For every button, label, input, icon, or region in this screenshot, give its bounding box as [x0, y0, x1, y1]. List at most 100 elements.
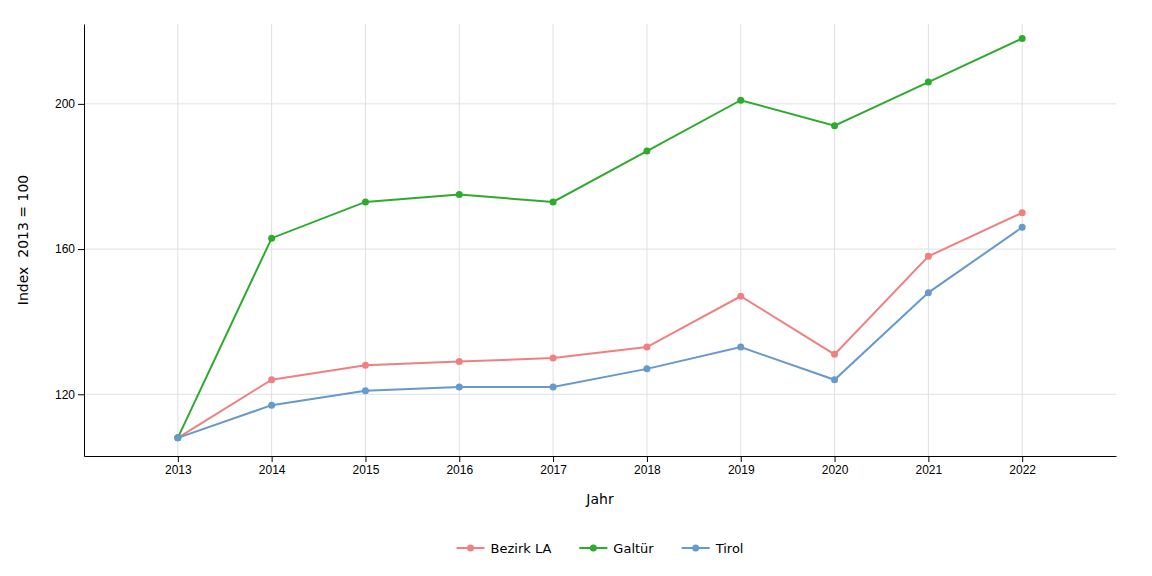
- tick-mark: [928, 456, 929, 462]
- point: [1019, 224, 1026, 231]
- tick: 2016: [446, 456, 473, 477]
- tick-label: 2018: [634, 463, 661, 477]
- legend-marker: [590, 545, 597, 552]
- point: [362, 362, 369, 369]
- point: [643, 344, 650, 351]
- point: [362, 387, 369, 394]
- tick-mark: [178, 456, 179, 462]
- series-line: [178, 213, 1022, 438]
- tick-label: 2022: [1009, 463, 1036, 477]
- tick-mark: [78, 104, 84, 105]
- tick-label: 2019: [728, 463, 755, 477]
- point: [1019, 209, 1026, 216]
- tick: 2019: [728, 456, 755, 477]
- tick: 160: [55, 242, 84, 256]
- tick-label: 200: [55, 97, 75, 111]
- tick-label: 2021: [916, 463, 943, 477]
- tick-label: 2016: [446, 463, 473, 477]
- tick: 2017: [540, 456, 567, 477]
- tick: 2018: [634, 456, 661, 477]
- point: [550, 198, 557, 205]
- series-group: [174, 35, 1025, 441]
- tick-mark: [365, 456, 366, 462]
- tick: 2022: [1009, 456, 1036, 477]
- grid-line: [459, 24, 460, 456]
- legend-label: Bezirk LA: [491, 541, 552, 556]
- tick: 200: [55, 97, 84, 111]
- grid-line: [84, 394, 1116, 395]
- y-axis-title: Index 2013 = 100: [15, 175, 31, 305]
- tick-mark: [78, 394, 84, 395]
- tick-label: 2017: [540, 463, 567, 477]
- point: [737, 344, 744, 351]
- legend-label: Galtür: [613, 541, 654, 556]
- tick-mark: [741, 456, 742, 462]
- legend-marker: [467, 545, 474, 552]
- point: [925, 79, 932, 86]
- grid-line: [1022, 24, 1023, 456]
- point: [456, 191, 463, 198]
- tick-mark: [1022, 456, 1023, 462]
- tick-mark: [272, 456, 273, 462]
- tick: 2014: [259, 456, 286, 477]
- tick-mark: [459, 456, 460, 462]
- tick-label: 2015: [353, 463, 380, 477]
- chart: 2013 2014 2015 2016 2017 2018 2019 2020 2021 2022…: [0, 0, 1152, 576]
- tick: 2013: [165, 456, 192, 477]
- grid-line: [177, 24, 178, 456]
- point: [831, 376, 838, 383]
- tick-label: 160: [55, 242, 75, 256]
- legend-marker: [692, 545, 699, 552]
- tick-mark: [78, 249, 84, 250]
- tick: 2020: [822, 456, 849, 477]
- series-line: [178, 39, 1022, 438]
- y-axis: 120 160 200: [55, 25, 85, 457]
- x-axis: 2013 2014 2015 2016 2017 2018 2019 2020 2021 2022: [85, 456, 1117, 477]
- point: [174, 434, 181, 441]
- tick: 120: [55, 388, 84, 402]
- series-line: [178, 227, 1022, 438]
- point: [456, 384, 463, 391]
- tick-mark: [835, 456, 836, 462]
- point: [737, 293, 744, 300]
- point: [268, 376, 275, 383]
- grid-line: [646, 24, 647, 456]
- tick-label: 120: [55, 388, 75, 402]
- grid-line: [553, 24, 554, 456]
- legend: Bezirk LA Galtür Tirol: [457, 541, 744, 556]
- point: [643, 365, 650, 372]
- axis-line: [84, 25, 85, 457]
- axis-line: [85, 456, 1117, 457]
- point: [925, 253, 932, 260]
- point: [174, 434, 181, 441]
- point: [925, 289, 932, 296]
- tick: 2015: [353, 456, 380, 477]
- grid: [84, 24, 1116, 456]
- point: [831, 122, 838, 129]
- point: [737, 97, 744, 104]
- point: [831, 351, 838, 358]
- x-axis-title: Jahr: [585, 491, 614, 507]
- legend-item: Tirol: [682, 541, 744, 556]
- point: [1019, 35, 1026, 42]
- point: [550, 354, 557, 361]
- point: [456, 358, 463, 365]
- legend-label: Tirol: [715, 541, 744, 556]
- tick-label: 2020: [822, 463, 849, 477]
- grid-line: [740, 24, 741, 456]
- grid-line: [928, 24, 929, 456]
- tick: 2021: [916, 456, 943, 477]
- point: [268, 235, 275, 242]
- grid-line: [84, 249, 1116, 250]
- legend-item: Galtür: [579, 541, 654, 556]
- grid-line: [834, 24, 835, 456]
- point: [268, 402, 275, 409]
- tick-mark: [553, 456, 554, 462]
- grid-line: [84, 103, 1116, 104]
- legend-item: Bezirk LA: [457, 541, 552, 556]
- tick-label: 2014: [259, 463, 286, 477]
- point: [174, 434, 181, 441]
- point: [643, 148, 650, 155]
- point: [362, 198, 369, 205]
- point: [550, 384, 557, 391]
